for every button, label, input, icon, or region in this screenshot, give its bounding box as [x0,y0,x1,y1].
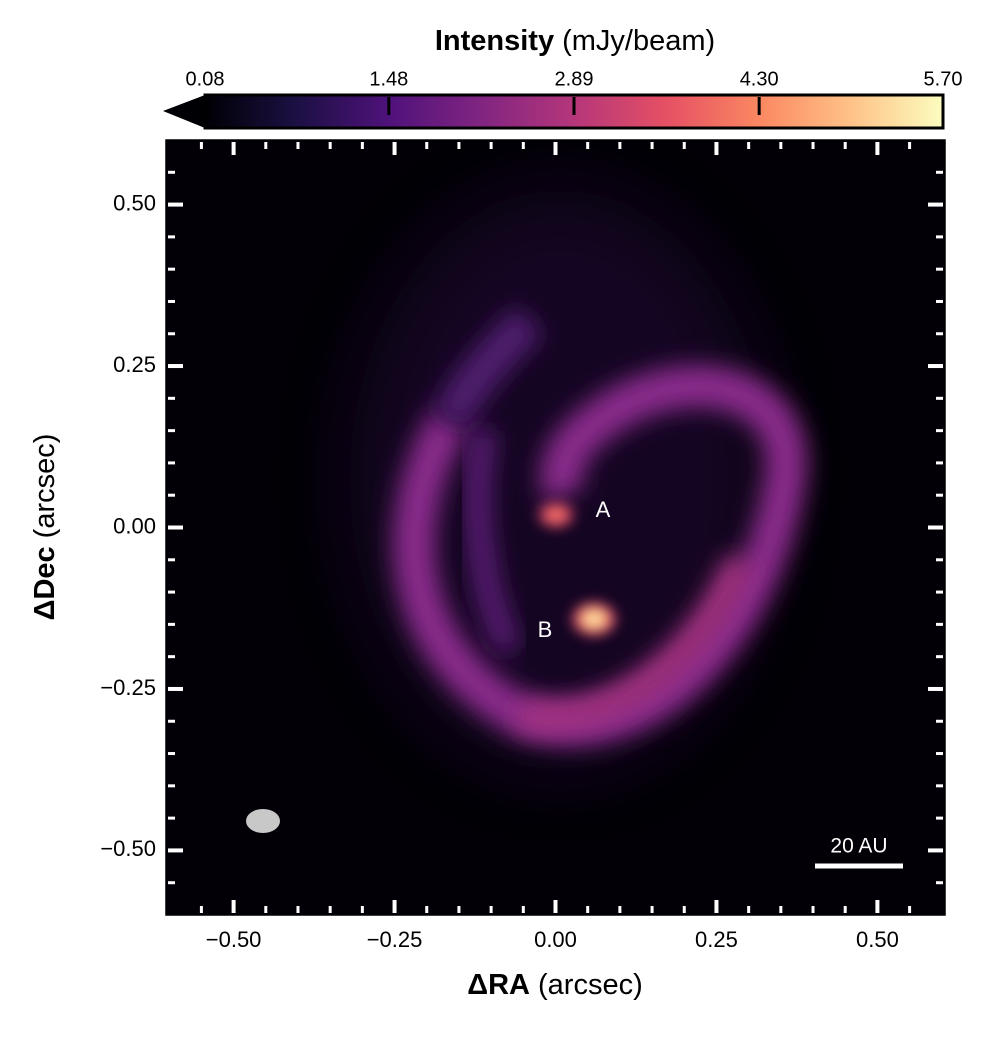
colorbar-unit: (mJy/beam) [562,25,715,57]
plot-frame [165,139,946,916]
colorbar-tick-label: 5.70 [924,68,963,90]
colorbar-tick-label: 4.30 [740,68,779,90]
colorbar-tick-label: 0.08 [186,68,225,90]
x-tick-label: 0.00 [534,927,577,952]
x-unit: (arcsec) [538,969,643,1001]
colorbar-tick-label: 2.89 [555,68,594,90]
annotation: A [596,497,611,522]
x-axis-title: ΔRA (arcsec) [467,969,642,1001]
y-axis-title: ΔDec (arcsec) [29,434,61,621]
y-label: ΔDec [29,546,61,620]
x-tick-label: 0.50 [856,927,899,952]
annotation: B [538,617,553,642]
x-tick-label: −0.50 [206,927,262,952]
scalebar-label: 20 AU [830,835,887,858]
y-tick-label: −0.25 [100,675,156,700]
beam [246,809,280,833]
colorbar-tick-label: 1.48 [369,68,408,90]
y-unit: (arcsec) [29,434,61,539]
x-tick-label: 0.25 [695,927,738,952]
x-label: ΔRA [467,969,530,1001]
y-tick-label: −0.50 [100,836,156,861]
colorbar-extend [163,95,205,128]
colorbar-title: Intensity (mJy/beam) [435,25,715,57]
colorbar-label: Intensity [435,25,554,57]
y-tick-label: 0.50 [113,190,156,215]
y-tick-label: 0.00 [113,513,156,538]
image [166,140,945,915]
x-tick-label: −0.25 [367,927,423,952]
y-tick-label: 0.25 [113,352,156,377]
